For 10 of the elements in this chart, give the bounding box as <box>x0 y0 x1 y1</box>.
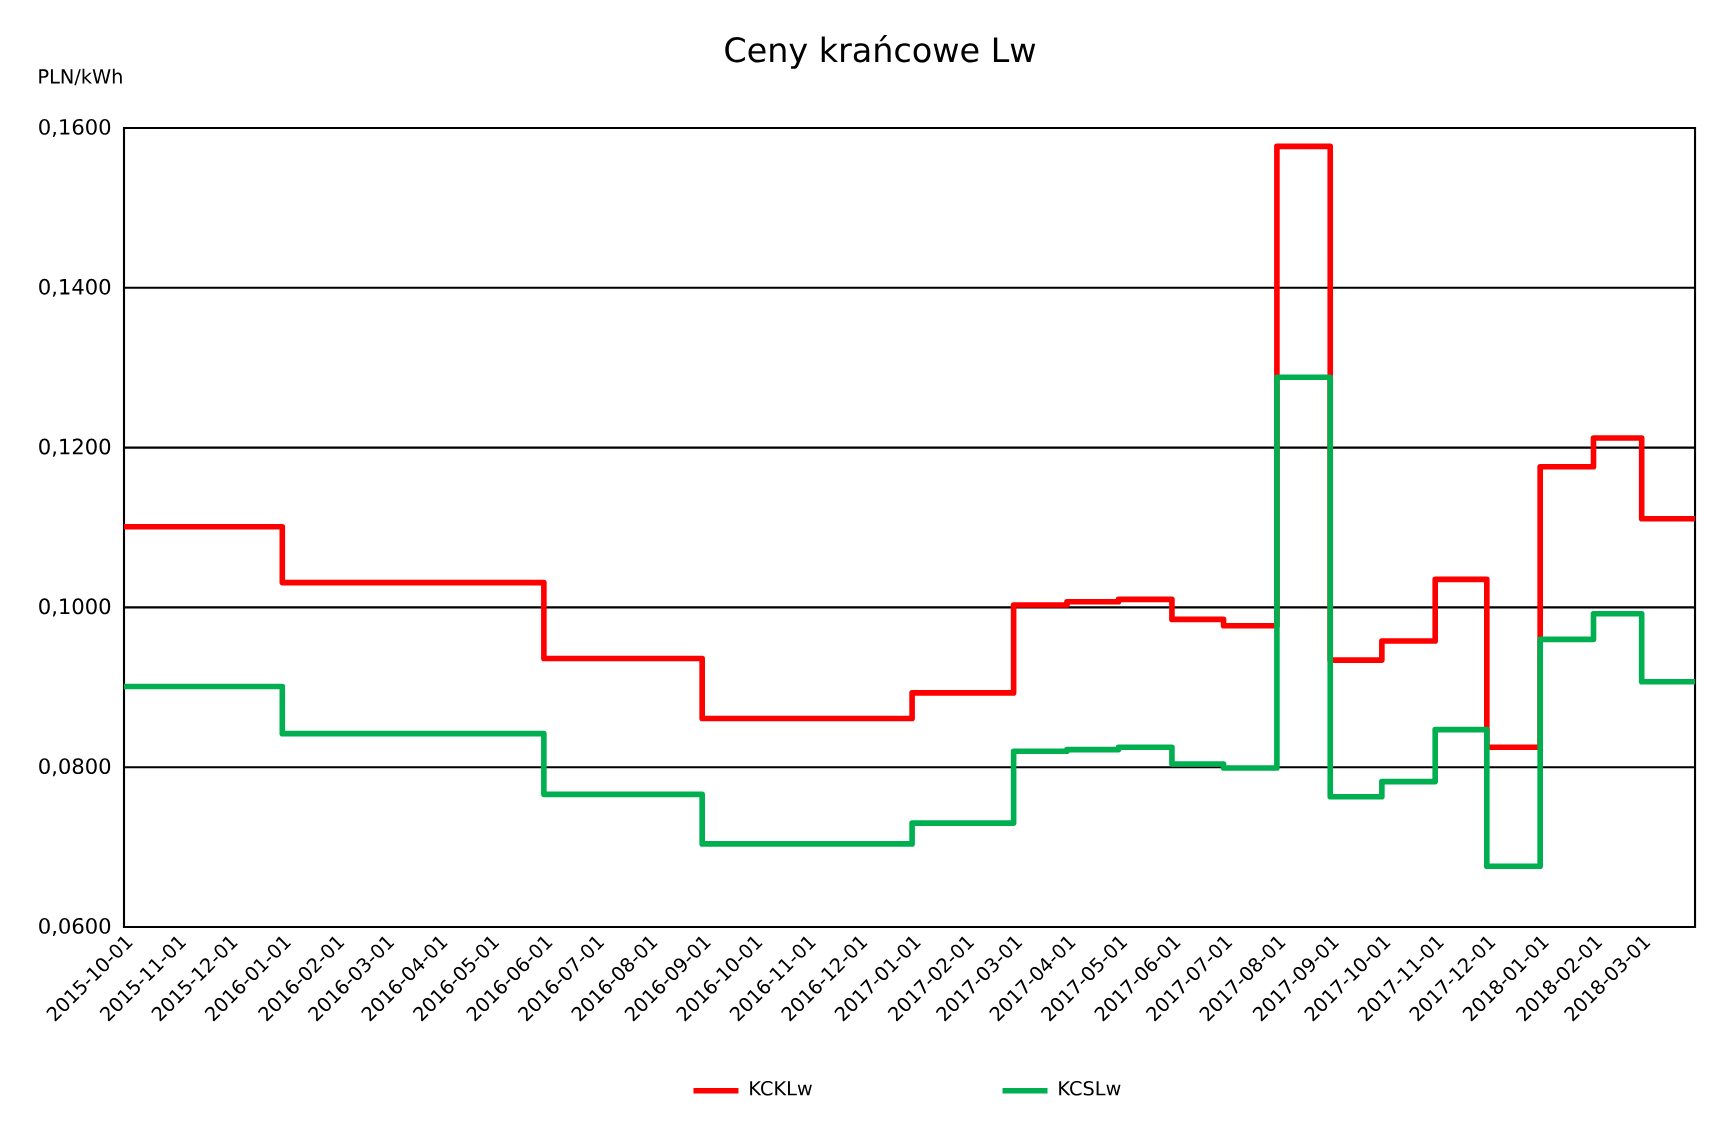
chart-title: Ceny krańcowe Lw <box>725 35 1036 69</box>
y-tick-label: 0,1200 <box>39 438 111 457</box>
y-tick-label: 0,0800 <box>39 758 111 777</box>
y-tick-label: 0,1600 <box>39 118 111 138</box>
legend-label: KCKLw <box>750 1080 812 1096</box>
y-tick-label: 0,0600 <box>39 917 111 937</box>
y-axis-title: PLN/kWh <box>39 68 122 86</box>
y-tick-label: 0,1400 <box>39 278 111 297</box>
legend-label: KCSLw <box>1059 1080 1121 1096</box>
y-tick-label: 0,1000 <box>39 598 111 617</box>
